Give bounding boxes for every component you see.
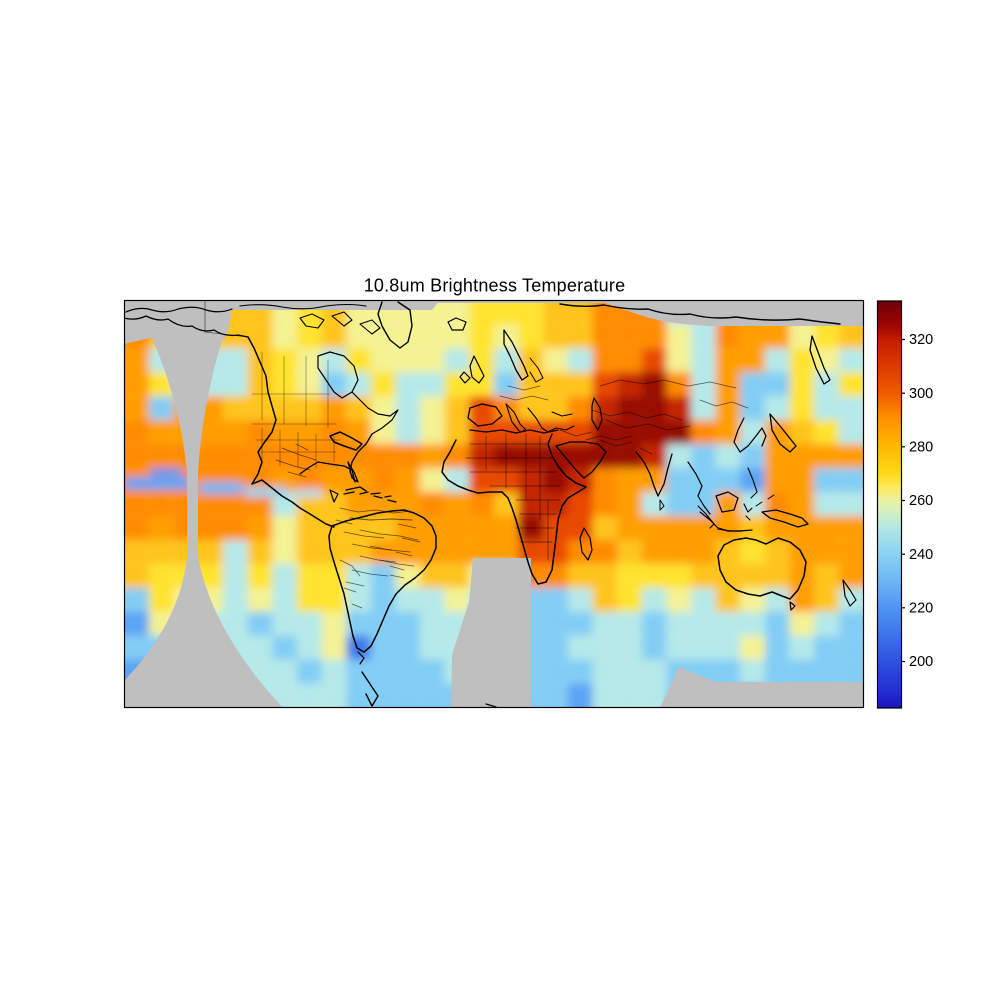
svg-text:200: 200: [909, 654, 933, 670]
svg-text:240: 240: [909, 547, 933, 563]
svg-text:280: 280: [909, 440, 933, 456]
svg-text:300: 300: [909, 386, 933, 402]
svg-text:220: 220: [909, 601, 933, 617]
svg-text:260: 260: [909, 493, 933, 509]
svg-text:10.8um Brightness Temperature: 10.8um Brightness Temperature: [364, 276, 626, 296]
svg-text:320: 320: [909, 332, 933, 348]
